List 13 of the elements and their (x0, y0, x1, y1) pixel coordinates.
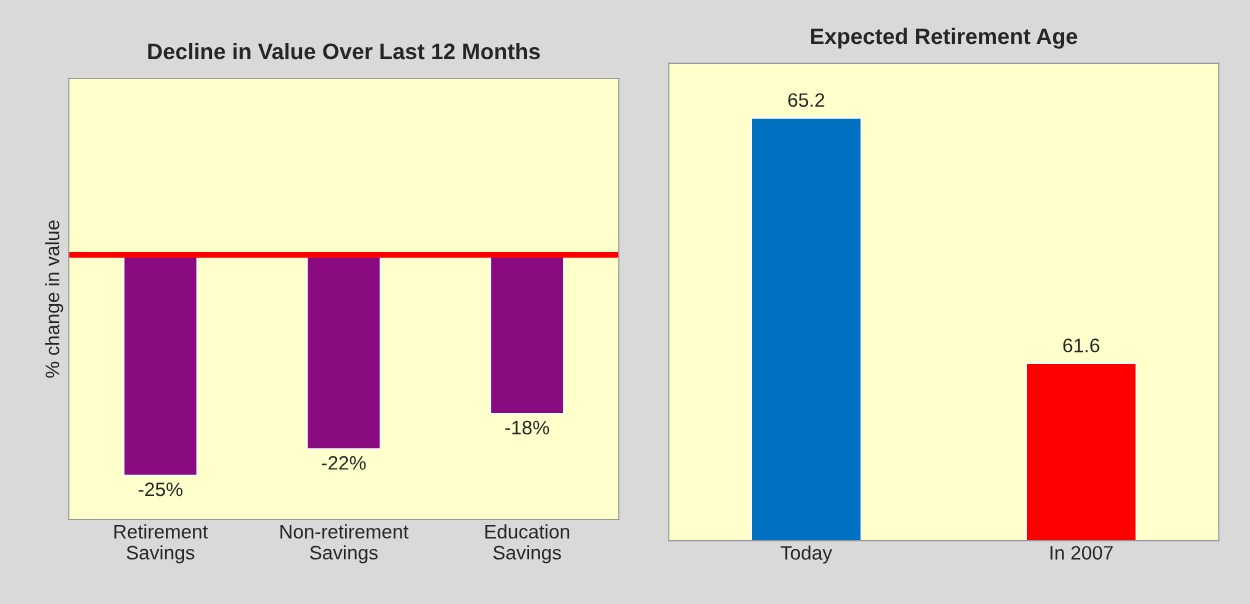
x-tick-label: Retirement Savings (114, 524, 208, 564)
x-tick-label: Today (780, 545, 833, 564)
data-label: 61.6 (1063, 338, 1100, 353)
x-tick-label: In 2007 (1050, 545, 1113, 560)
data-label: -25% (138, 482, 183, 497)
data-label: 65.2 (788, 93, 825, 107)
x-tick-label: Non-retirement Savings (280, 524, 409, 564)
chart-title: Expected Retirement Age (811, 27, 1078, 49)
chart-title: Decline in Value Over Last 12 Months (148, 42, 540, 60)
x-tick-label: Education Savings (485, 524, 570, 564)
data-label: -22% (321, 456, 366, 470)
y-axis-title: % change in value (45, 220, 64, 378)
data-label: -18% (505, 420, 550, 435)
